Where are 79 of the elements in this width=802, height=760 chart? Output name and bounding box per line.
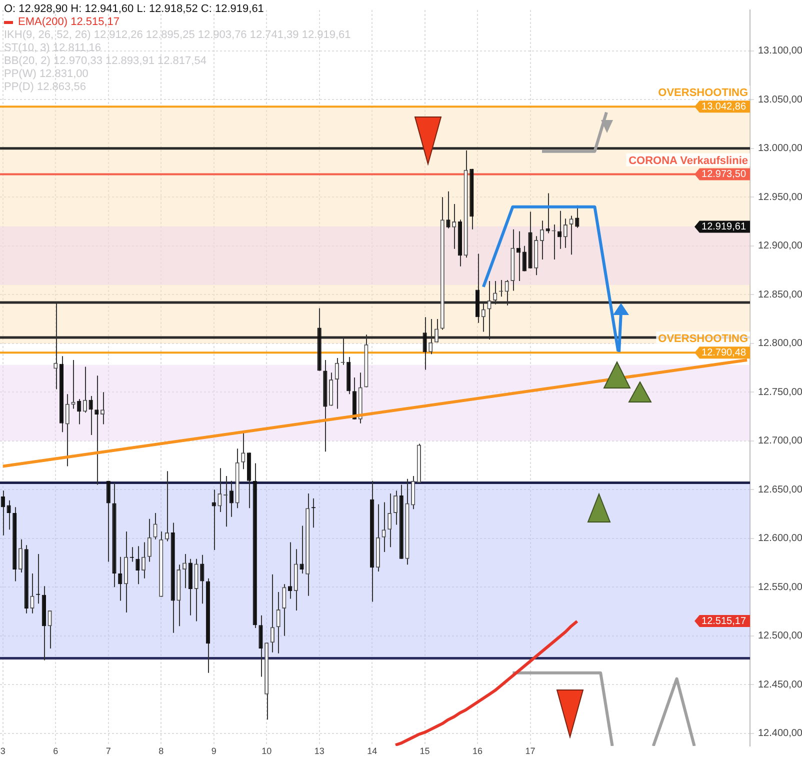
y-tick-label: 13.100,00 (758, 46, 802, 57)
candlestick (194, 558, 198, 622)
x-tick-label: 3 (0, 746, 6, 756)
ref-line-label: OVERSHOOTING (658, 87, 748, 100)
candlestick (241, 432, 246, 470)
candlestick (0, 490, 5, 536)
candlestick (65, 394, 70, 467)
candlestick (546, 192, 550, 234)
candlestick (94, 375, 99, 486)
candlestick (258, 614, 263, 678)
annotation: 12.515,17 (702, 616, 746, 627)
y-tick-label: 12.450,00 (758, 679, 802, 690)
x-tick-label: 16 (472, 746, 483, 756)
candlestick (147, 518, 152, 562)
y-tick-label: 12.550,00 (758, 582, 802, 593)
candlestick (100, 392, 105, 425)
y-tick-label: 12.700,00 (758, 436, 802, 447)
candlestick (563, 218, 568, 248)
y-tick-label: 13.000,00 (758, 143, 802, 154)
x-tick-label: 17 (525, 746, 536, 756)
candlestick (282, 584, 286, 636)
candlestick (288, 542, 292, 600)
candlestick (136, 546, 140, 585)
candlestick (569, 215, 574, 256)
annotation: 13.042,86 (702, 101, 746, 112)
candlestick (48, 610, 52, 650)
candlestick (393, 490, 398, 526)
candlestick (30, 572, 34, 614)
y-tick-label: 12.400,00 (758, 728, 802, 740)
candlestick (522, 245, 526, 272)
candlestick (388, 493, 392, 548)
y-tick-label: 12.950,00 (758, 192, 802, 203)
candlestick (106, 480, 110, 562)
x-tick-label: 15 (420, 746, 430, 756)
y-tick-label: 12.750,00 (758, 386, 802, 398)
y-tick-label: 12.800,00 (758, 338, 802, 350)
candlestick (6, 500, 11, 530)
y-tick-label: 12.900,00 (758, 240, 802, 252)
y-tick-label: 12.650,00 (758, 484, 802, 496)
candlestick (88, 396, 93, 436)
x-tick-label: 10 (262, 746, 272, 756)
ref-line-label: OVERSHOOTING (658, 333, 748, 346)
annotation: 12.790,48 (702, 347, 746, 358)
y-tick-label: 12.600,00 (758, 533, 802, 544)
x-tick-label: 9 (211, 746, 216, 756)
candlestick (334, 358, 339, 410)
candlestick (153, 512, 158, 540)
candlestick (182, 553, 187, 589)
annotation: 12.919,61 (702, 222, 746, 233)
candlestick (142, 542, 146, 579)
candlestick (382, 502, 386, 553)
y-tick-label: 13.050,00 (758, 94, 802, 106)
candlestick (446, 190, 450, 229)
candlestick (300, 525, 304, 574)
candlestick (77, 398, 82, 425)
candlestick (276, 591, 280, 654)
y-tick-label: 12.850,00 (758, 289, 802, 300)
candlestick (411, 475, 416, 510)
candlestick (452, 203, 456, 250)
legend-label: EMA(200) 12.515,17 (17, 16, 121, 29)
ref-line-label: CORONA Verkaufslinie (628, 154, 748, 167)
candlestick (218, 468, 222, 513)
candlestick (229, 480, 234, 518)
candlestick (540, 220, 544, 260)
x-tick-label: 7 (106, 746, 111, 756)
y-tick-label: 12.500,00 (758, 630, 802, 642)
annotation: 12.973,50 (702, 169, 746, 180)
chart-title: O: 12.928,90 H: 12.941,60 L: 12.918,52 C: 12.919,61 (4, 3, 265, 16)
candlestick (82, 366, 88, 414)
candlestick (18, 538, 23, 573)
x-tick-label: 8 (158, 746, 164, 756)
x-tick-label: 13 (314, 746, 324, 756)
x-tick-label: 6 (53, 746, 58, 756)
candlestick (164, 470, 170, 542)
candlestick (200, 554, 204, 604)
candlestick (71, 359, 76, 410)
candlestick (270, 574, 275, 653)
candlestick (118, 556, 122, 602)
x-tick-label: 14 (367, 746, 378, 756)
